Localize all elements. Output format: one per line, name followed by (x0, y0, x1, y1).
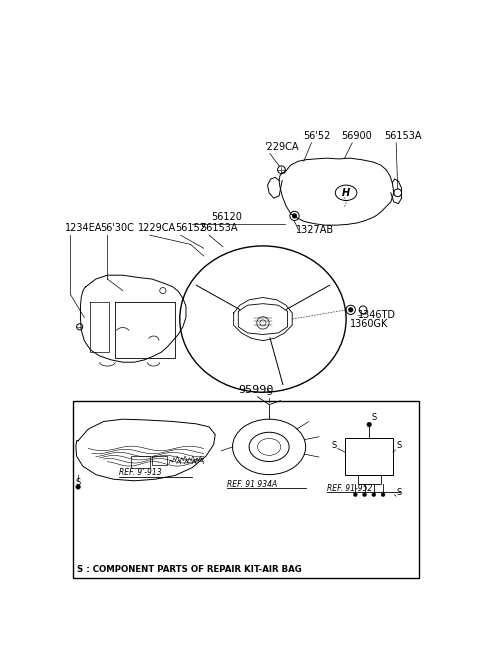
Text: 95990: 95990 (238, 385, 274, 395)
Bar (345, 438, 393, 474)
Text: 1229CA: 1229CA (138, 223, 176, 233)
Text: S: S (397, 487, 402, 497)
Text: 1346TD: 1346TD (358, 309, 396, 319)
Text: 1327AB: 1327AB (296, 225, 334, 235)
Text: S: S (75, 478, 81, 487)
Text: 56153A: 56153A (200, 223, 237, 233)
Bar (73, 401, 419, 578)
Text: REF. 91 934A: REF. 91 934A (227, 480, 277, 489)
Bar (358, 474, 381, 484)
Circle shape (367, 422, 372, 427)
Circle shape (353, 493, 357, 497)
Text: S: S (332, 442, 337, 451)
Text: S: S (372, 413, 377, 422)
Circle shape (348, 307, 353, 312)
Circle shape (372, 493, 376, 497)
Text: 56152: 56152 (175, 223, 206, 233)
Text: '229CA: '229CA (264, 142, 299, 152)
Text: 56153A: 56153A (384, 131, 422, 141)
Text: REF. 91-952: REF. 91-952 (327, 484, 372, 493)
Text: S: S (266, 388, 272, 397)
Circle shape (76, 485, 81, 489)
Text: 56900: 56900 (341, 131, 372, 141)
Text: H: H (342, 188, 350, 198)
Text: 56'52: 56'52 (303, 131, 330, 141)
Bar (131, 456, 150, 468)
Text: 56'30C: 56'30C (100, 223, 133, 233)
Circle shape (363, 493, 367, 497)
Circle shape (381, 493, 385, 497)
Bar (152, 456, 168, 465)
Text: 1234EA: 1234EA (65, 223, 102, 233)
Text: 56120: 56120 (211, 212, 242, 222)
Text: S : COMPONENT PARTS OF REPAIR KIT-AIR BAG: S : COMPONENT PARTS OF REPAIR KIT-AIR BA… (77, 564, 301, 574)
Text: S: S (397, 442, 402, 451)
Text: REF. 9'-913: REF. 9'-913 (119, 468, 162, 478)
Circle shape (292, 214, 297, 218)
Text: 1360GK: 1360GK (350, 319, 388, 328)
